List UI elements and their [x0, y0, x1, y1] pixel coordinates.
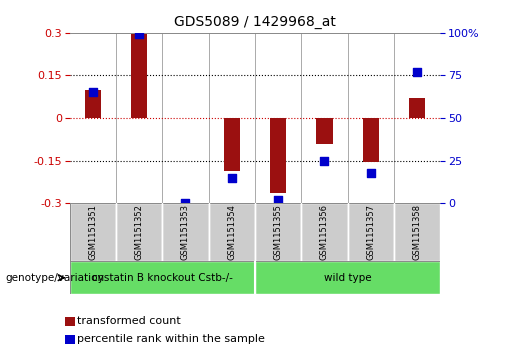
Text: percentile rank within the sample: percentile rank within the sample — [70, 334, 264, 344]
Text: cystatin B knockout Cstb-/-: cystatin B knockout Cstb-/- — [92, 273, 233, 283]
Bar — [209, 203, 255, 261]
Text: wild type: wild type — [324, 273, 371, 283]
Text: GSM1151352: GSM1151352 — [134, 204, 144, 260]
Text: GSM1151351: GSM1151351 — [88, 204, 97, 260]
Point — [181, 200, 190, 206]
Bar — [394, 203, 440, 261]
Text: transformed count: transformed count — [70, 316, 180, 326]
Text: genotype/variation: genotype/variation — [5, 273, 104, 283]
Text: GSM1151353: GSM1151353 — [181, 204, 190, 260]
Bar — [301, 203, 348, 261]
Point — [367, 170, 375, 175]
Text: GSM1151356: GSM1151356 — [320, 204, 329, 260]
Bar — [363, 118, 379, 162]
Bar — [255, 203, 301, 261]
Bar — [316, 118, 333, 144]
Bar — [116, 203, 162, 261]
Bar — [409, 98, 425, 118]
Bar — [270, 118, 286, 193]
Title: GDS5089 / 1429968_at: GDS5089 / 1429968_at — [174, 15, 336, 29]
Point — [413, 69, 421, 75]
Point — [274, 197, 282, 203]
Point — [228, 175, 236, 181]
Bar — [70, 261, 255, 294]
Text: GSM1151357: GSM1151357 — [366, 204, 375, 260]
Point — [135, 32, 143, 37]
Text: GSM1151358: GSM1151358 — [413, 204, 422, 260]
Text: GSM1151355: GSM1151355 — [273, 204, 283, 260]
Point — [320, 158, 329, 163]
Text: GSM1151354: GSM1151354 — [227, 204, 236, 260]
Bar — [255, 261, 440, 294]
Bar — [84, 90, 101, 118]
Bar — [224, 118, 240, 171]
Bar — [70, 203, 116, 261]
Bar — [162, 203, 209, 261]
Bar — [348, 203, 394, 261]
Point — [89, 90, 97, 95]
Bar — [131, 34, 147, 118]
